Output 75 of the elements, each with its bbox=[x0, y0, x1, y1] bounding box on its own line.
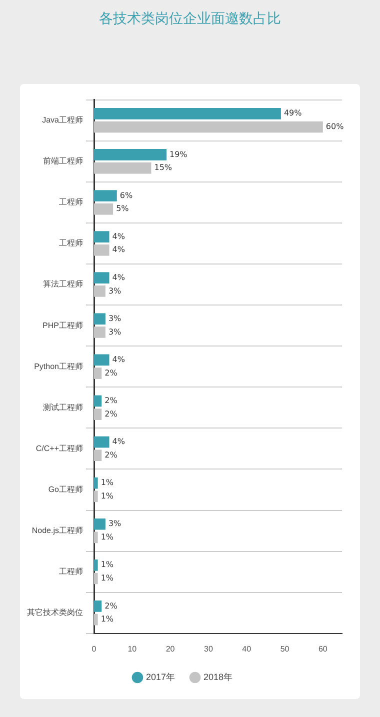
y-tick-label: 前端工程师 bbox=[43, 156, 83, 166]
bar bbox=[94, 149, 166, 160]
bar bbox=[94, 408, 102, 420]
bar bbox=[94, 477, 98, 489]
data-label: 1% bbox=[100, 491, 114, 500]
bar bbox=[94, 286, 106, 297]
data-label: 2% bbox=[104, 368, 118, 378]
data-label: 2% bbox=[104, 450, 118, 460]
data-label: 19% bbox=[169, 150, 188, 159]
y-tick-label: Python工程师 bbox=[34, 362, 83, 371]
x-tick-label: 10 bbox=[128, 644, 138, 654]
data-label: 4% bbox=[112, 272, 126, 282]
bar bbox=[94, 559, 98, 571]
chart-title: 各技术类岗位企业面邀数占比 bbox=[98, 10, 282, 29]
bar bbox=[94, 354, 110, 366]
y-tick-label: 工程师 bbox=[59, 198, 83, 207]
data-label: 3% bbox=[108, 327, 122, 336]
data-label: 2% bbox=[104, 396, 118, 406]
bar bbox=[94, 244, 110, 256]
y-tick-label: 算法工程师 bbox=[43, 280, 83, 289]
bar bbox=[94, 395, 102, 407]
x-tick-label: 50 bbox=[280, 644, 290, 654]
data-label: 15% bbox=[154, 163, 172, 172]
y-tick-label: C/C++工程师 bbox=[36, 444, 83, 453]
y-tick-label: PHP工程师 bbox=[42, 320, 83, 330]
bar bbox=[94, 436, 110, 448]
bar bbox=[94, 326, 106, 338]
data-label: 5% bbox=[116, 204, 130, 214]
data-label: 60% bbox=[326, 122, 344, 132]
data-label: 1% bbox=[100, 532, 114, 542]
y-tick-label: 其它技术类岗位 bbox=[27, 608, 83, 618]
y-tick-label: Node.js工程师 bbox=[32, 526, 83, 535]
y-tick-label: 测试工程师 bbox=[43, 402, 83, 412]
data-label: 49% bbox=[284, 108, 302, 118]
bar bbox=[94, 490, 98, 502]
data-label: 2% bbox=[104, 409, 118, 418]
data-label: 1% bbox=[100, 574, 114, 583]
bar bbox=[94, 614, 98, 626]
y-tick-label: 工程师 bbox=[59, 567, 83, 576]
y-tick-label: Java工程师 bbox=[42, 116, 83, 125]
data-label: 4% bbox=[112, 232, 126, 241]
data-label: 1% bbox=[100, 614, 114, 624]
bar bbox=[94, 572, 98, 584]
x-tick-label: 20 bbox=[166, 644, 176, 654]
bar bbox=[94, 272, 110, 284]
bar bbox=[94, 450, 102, 462]
data-label: 6% bbox=[120, 190, 133, 200]
bar bbox=[94, 203, 114, 215]
x-tick-label: 0 bbox=[92, 644, 97, 654]
data-label: 4% bbox=[112, 437, 126, 446]
bar bbox=[94, 121, 323, 133]
bar bbox=[94, 368, 102, 379]
y-tick-label: Go工程师 bbox=[48, 484, 83, 494]
bar bbox=[94, 532, 98, 544]
bar bbox=[94, 231, 110, 242]
bar bbox=[94, 190, 117, 202]
bar bbox=[94, 108, 281, 120]
x-tick-label: 30 bbox=[204, 644, 214, 654]
legend-label: 2018年 bbox=[204, 672, 233, 682]
x-tick-label: 60 bbox=[318, 644, 328, 654]
bar bbox=[94, 313, 106, 325]
x-tick-label: 40 bbox=[242, 644, 252, 654]
data-label: 2% bbox=[104, 601, 118, 610]
legend-label: 2017年 bbox=[146, 672, 176, 682]
data-label: 4% bbox=[112, 355, 126, 364]
data-label: 3% bbox=[108, 314, 122, 323]
data-label: 1% bbox=[100, 560, 114, 570]
y-tick-label: 工程师 bbox=[59, 238, 83, 248]
data-label: 3% bbox=[108, 286, 122, 296]
bar bbox=[94, 600, 102, 612]
data-label: 1% bbox=[100, 478, 114, 488]
data-label: 3% bbox=[108, 519, 122, 528]
bar bbox=[94, 162, 152, 174]
data-label: 4% bbox=[112, 245, 126, 254]
bar bbox=[94, 518, 106, 530]
